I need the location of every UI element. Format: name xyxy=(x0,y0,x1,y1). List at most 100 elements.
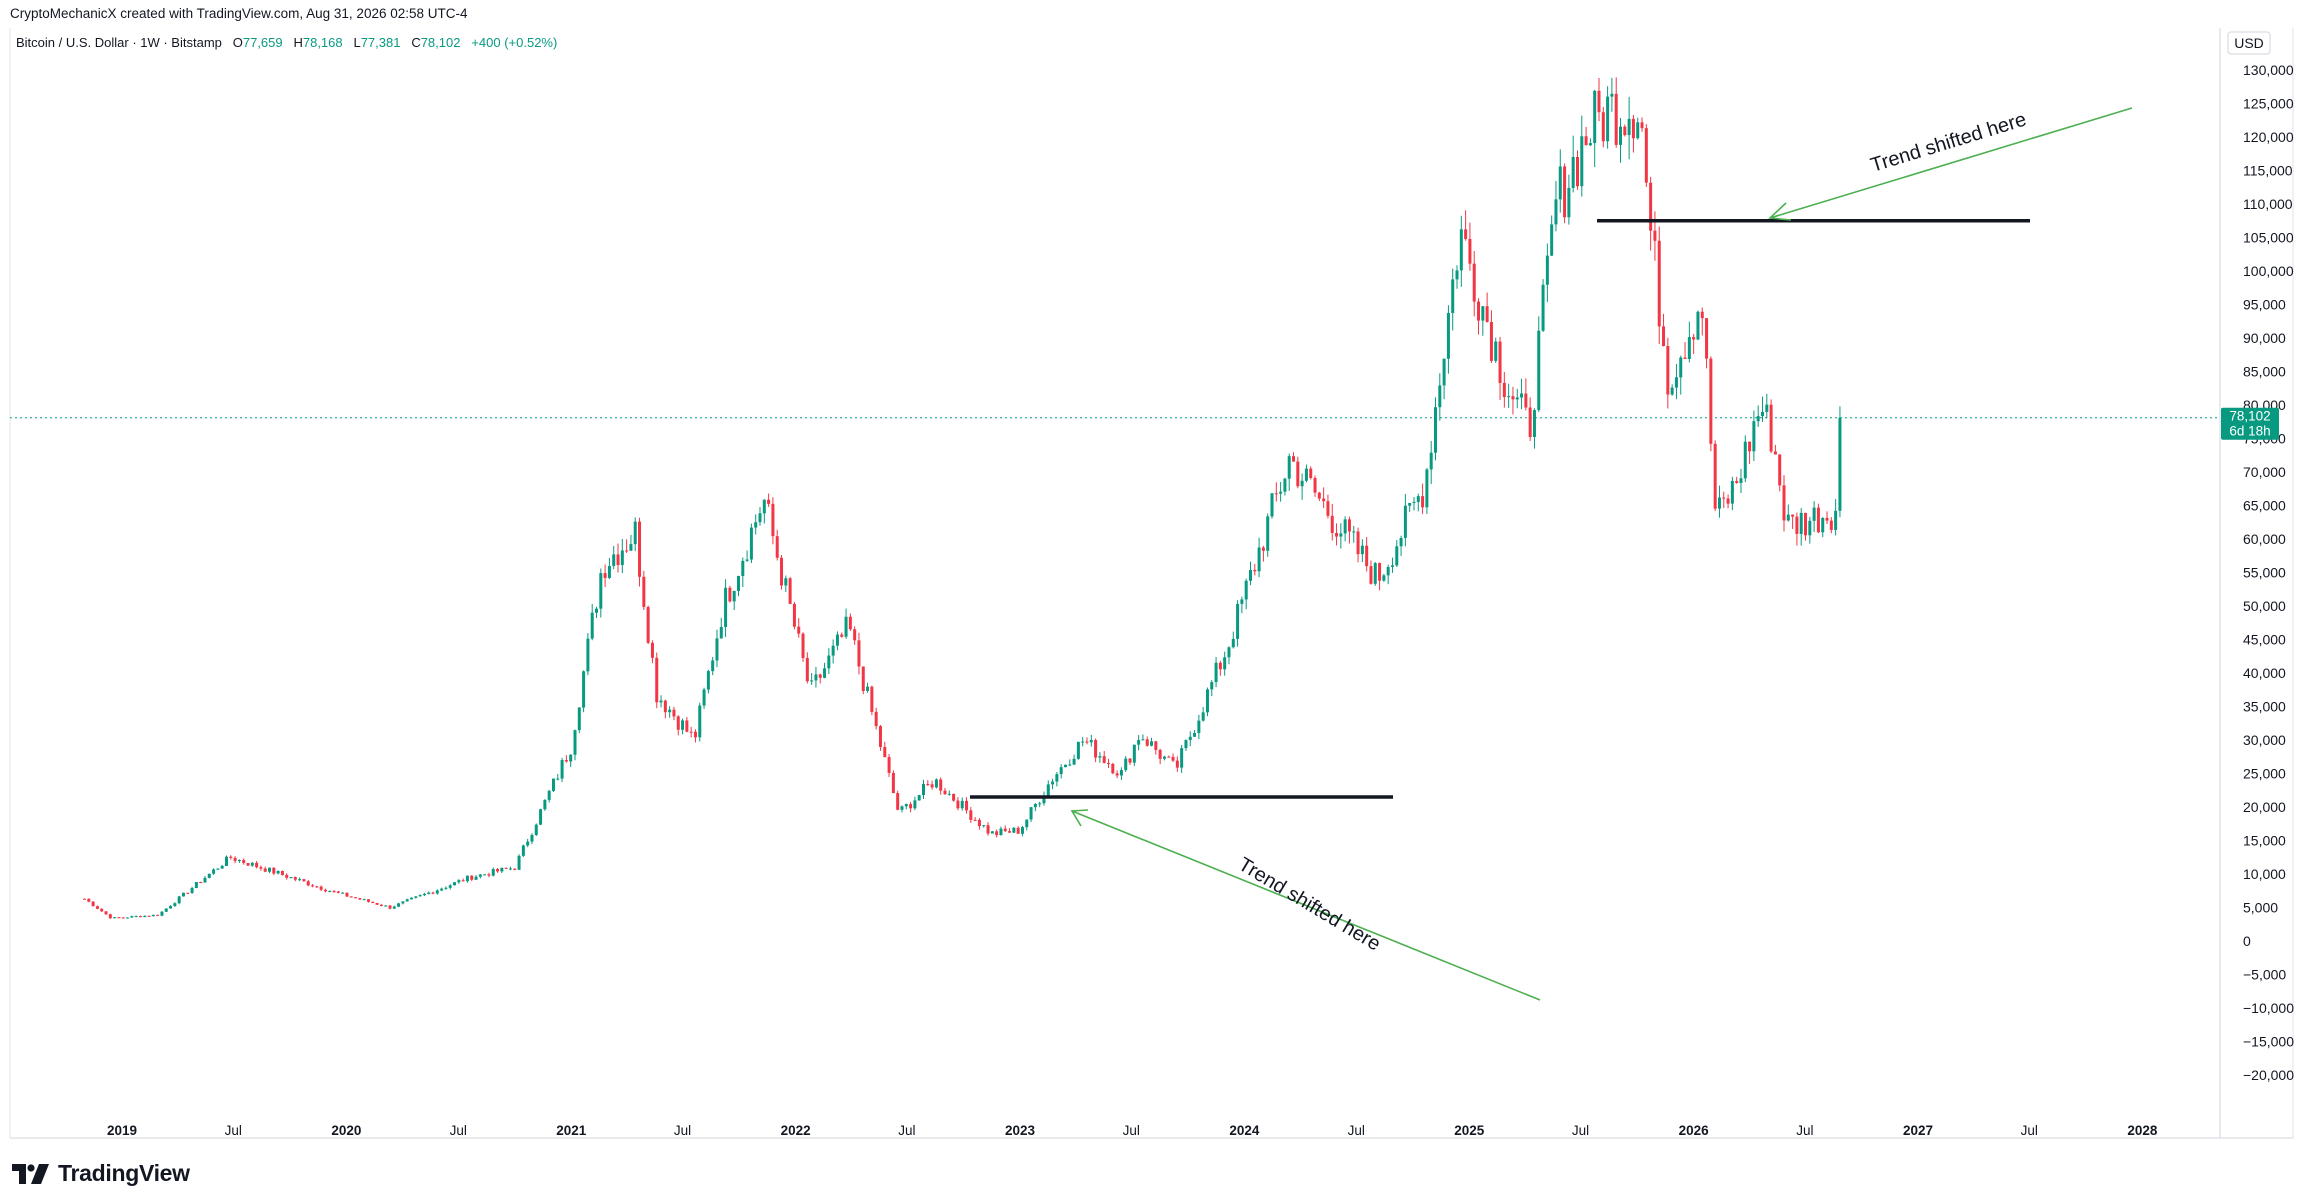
candle xyxy=(1696,310,1700,341)
candle xyxy=(366,899,370,903)
price-tick-label: 55,000 xyxy=(2243,565,2286,581)
candle xyxy=(719,617,723,639)
candle-body xyxy=(1692,337,1696,340)
candle xyxy=(358,897,362,900)
open-value: 77,659 xyxy=(242,35,283,50)
candle-body xyxy=(272,867,276,874)
candle xyxy=(1537,316,1541,413)
candle-body xyxy=(1791,514,1795,517)
candle xyxy=(242,858,246,865)
candle xyxy=(1335,523,1339,546)
candle xyxy=(681,718,685,735)
candle-body xyxy=(108,914,112,919)
candle xyxy=(840,632,844,638)
time-tick-label: 2027 xyxy=(1903,1123,1933,1138)
candle xyxy=(1683,342,1687,360)
candle xyxy=(151,914,155,917)
candle-body xyxy=(237,860,241,862)
candle xyxy=(250,862,254,867)
candle-body xyxy=(470,875,474,880)
candle xyxy=(448,884,452,890)
candle-body xyxy=(345,892,349,897)
price-tick-label: −15,000 xyxy=(2243,1034,2294,1050)
candle-body xyxy=(973,819,977,821)
candle-body xyxy=(1709,358,1713,444)
candle-body xyxy=(1386,567,1390,576)
candle-body xyxy=(336,891,340,893)
candle-body xyxy=(1752,421,1756,452)
candle-body xyxy=(397,903,401,907)
candle xyxy=(724,579,728,637)
candle-body xyxy=(1330,515,1334,533)
candle-body xyxy=(732,590,736,602)
candle xyxy=(969,806,973,823)
candle-body xyxy=(607,565,611,578)
currency-box[interactable] xyxy=(2227,31,2271,55)
candle-body xyxy=(1489,321,1493,361)
time-axis[interactable]: 2019 Jul 2020 Jul 2021 Jul 2022 Jul 2023 Jul 2024 J… xyxy=(107,1123,2158,1138)
candle-body xyxy=(1619,126,1623,145)
candle xyxy=(108,913,112,919)
candle xyxy=(1068,759,1072,767)
candle-body xyxy=(1614,93,1618,145)
candle xyxy=(521,844,525,858)
candle-body xyxy=(1076,741,1080,759)
top-annotation-text[interactable]: Trend shifted here xyxy=(1868,109,2029,177)
candle-body xyxy=(323,889,327,892)
candle xyxy=(1081,736,1085,747)
candle xyxy=(1214,657,1218,688)
candle-body xyxy=(564,760,568,762)
candle-body xyxy=(1107,762,1111,764)
candle xyxy=(1782,475,1786,532)
candle xyxy=(87,898,91,903)
tradingview-brand[interactable]: TradingView xyxy=(12,1160,190,1187)
candle-body xyxy=(1055,774,1059,782)
candle xyxy=(362,898,366,901)
candle-body xyxy=(909,804,913,809)
candle xyxy=(224,855,228,867)
symbol-legend[interactable]: Bitcoin / U.S. Dollar · 1W · Bitstamp O7… xyxy=(16,35,557,50)
candle-body xyxy=(1674,377,1678,388)
candle xyxy=(461,878,465,882)
candle xyxy=(207,873,211,879)
candle-body xyxy=(1343,519,1347,534)
candle xyxy=(1003,825,1007,832)
candle-body xyxy=(1102,756,1106,763)
bottom-annotation-text[interactable]: Trend shifted here xyxy=(1234,853,1384,955)
candle-body xyxy=(431,892,435,894)
price-tick-label: 105,000 xyxy=(2243,230,2294,246)
candle xyxy=(1033,803,1037,812)
price-axis[interactable]: 130,000 125,000 120,000 115,000 110,000 105,0… xyxy=(2243,62,2294,1083)
candle xyxy=(164,908,168,912)
candle-body xyxy=(1730,480,1734,504)
candle-body xyxy=(1399,537,1403,547)
price-tick-label: 125,000 xyxy=(2243,96,2294,112)
candle-body xyxy=(844,616,848,637)
candle-body xyxy=(160,911,164,916)
candle xyxy=(1373,561,1377,586)
candle-body xyxy=(465,875,469,882)
candlestick-series[interactable] xyxy=(83,77,1842,919)
candle-body xyxy=(612,554,616,566)
candle-body xyxy=(1098,756,1102,758)
candle-body xyxy=(1218,662,1222,670)
candle xyxy=(1184,739,1188,751)
candle xyxy=(603,564,607,587)
candle xyxy=(319,885,323,892)
candle xyxy=(612,545,616,570)
top-trend-arrow[interactable] xyxy=(1768,107,2133,221)
brand-name: TradingView xyxy=(58,1160,190,1186)
currency-label[interactable]: USD xyxy=(2234,35,2264,51)
candle-body xyxy=(341,892,345,894)
candle-body xyxy=(401,901,405,904)
candle xyxy=(160,910,164,917)
candle-body xyxy=(1541,284,1545,331)
candle-body xyxy=(1743,441,1747,479)
symbol-name[interactable]: Bitcoin / U.S. Dollar · 1W · Bitstamp xyxy=(16,35,222,50)
candle xyxy=(775,529,779,561)
candle-body xyxy=(104,911,108,915)
candle xyxy=(104,911,108,916)
candle xyxy=(1532,408,1536,449)
bottom-trend-arrow[interactable] xyxy=(1070,809,1541,1001)
